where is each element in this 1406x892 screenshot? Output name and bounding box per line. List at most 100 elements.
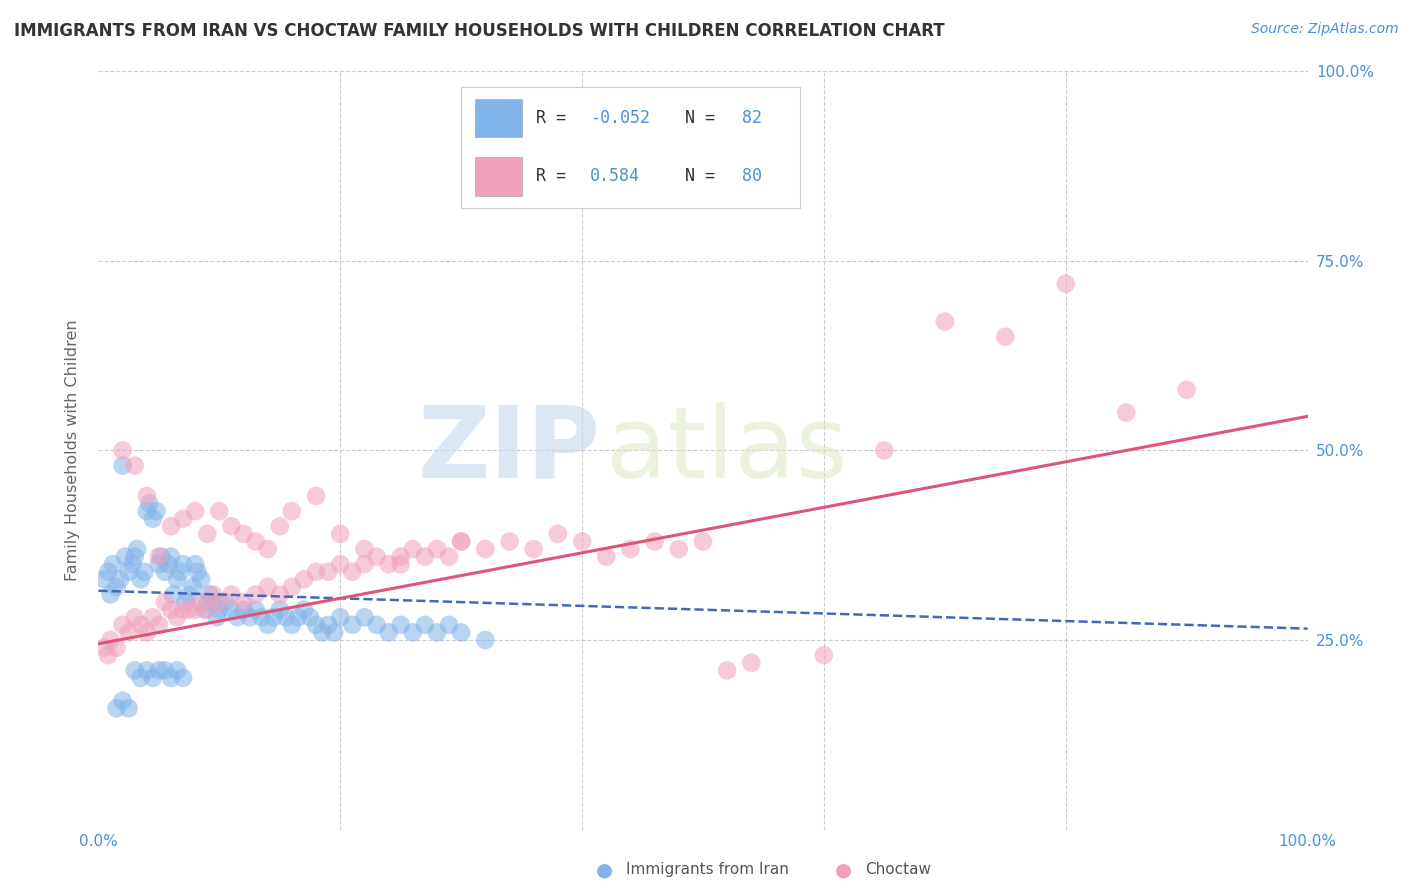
Point (166, 664, 188, 678)
Point (316, 565, 339, 579)
Point (437, 617, 460, 632)
Point (124, 610, 146, 624)
Point (93, 573, 115, 587)
Point (202, 588, 225, 602)
Point (127, 542, 149, 557)
Point (263, 610, 285, 624)
Point (118, 701, 141, 715)
Point (172, 557, 194, 572)
Point (292, 603, 315, 617)
Point (135, 664, 157, 678)
Point (166, 610, 188, 624)
Point (329, 557, 352, 572)
Point (311, 625, 333, 640)
Point (100, 633, 122, 648)
Point (595, 549, 617, 564)
Point (994, 330, 1017, 344)
Point (389, 617, 412, 632)
Point (245, 588, 267, 602)
Point (281, 617, 304, 632)
Point (205, 610, 228, 624)
Point (214, 595, 236, 609)
Point (934, 314, 956, 328)
Point (366, 549, 388, 564)
Point (269, 603, 291, 617)
Point (129, 671, 152, 685)
Point (281, 504, 304, 518)
Point (323, 625, 346, 640)
Point (111, 443, 134, 458)
Point (256, 542, 278, 557)
Point (153, 595, 176, 609)
Point (389, 557, 412, 572)
Point (184, 504, 207, 518)
Point (813, 648, 835, 662)
Point (187, 565, 209, 579)
Point (353, 542, 375, 557)
Point (619, 542, 641, 557)
Text: ●: ● (596, 860, 613, 880)
Point (377, 625, 399, 640)
Point (124, 664, 146, 678)
Point (571, 534, 593, 549)
Point (329, 610, 352, 624)
Point (195, 603, 218, 617)
Point (256, 580, 278, 594)
Point (135, 625, 157, 640)
Point (129, 573, 152, 587)
Y-axis label: Family Households with Children: Family Households with Children (65, 319, 80, 582)
Point (329, 526, 352, 541)
Point (353, 610, 375, 624)
Point (108, 573, 131, 587)
Point (208, 504, 231, 518)
Point (426, 625, 449, 640)
Point (226, 610, 249, 624)
Point (450, 534, 472, 549)
Point (181, 580, 204, 594)
Point (389, 549, 412, 564)
Point (1175, 383, 1198, 397)
Point (353, 557, 375, 572)
Point (118, 565, 141, 579)
Text: Immigrants from Iran: Immigrants from Iran (626, 863, 789, 877)
Point (160, 549, 183, 564)
Point (873, 443, 896, 458)
Point (305, 565, 328, 579)
Point (148, 664, 170, 678)
Point (174, 595, 197, 609)
Text: atlas: atlas (606, 402, 848, 499)
Point (114, 549, 136, 564)
Point (1054, 277, 1077, 291)
Point (221, 603, 243, 617)
Point (221, 519, 243, 533)
Point (474, 542, 496, 557)
Point (547, 526, 569, 541)
Point (111, 458, 134, 473)
Point (366, 617, 388, 632)
Point (221, 588, 243, 602)
Point (138, 496, 160, 510)
Point (198, 588, 221, 602)
Point (232, 526, 254, 541)
Point (153, 664, 176, 678)
Point (142, 671, 165, 685)
Point (172, 603, 194, 617)
Point (402, 542, 425, 557)
Point (105, 640, 128, 655)
Point (148, 617, 170, 632)
Point (498, 534, 520, 549)
Point (153, 565, 176, 579)
Text: Choctaw: Choctaw (865, 863, 931, 877)
Point (437, 549, 460, 564)
Point (179, 603, 201, 617)
Point (194, 603, 217, 617)
Point (232, 595, 254, 609)
Point (190, 573, 212, 587)
Point (281, 580, 304, 594)
Point (190, 595, 212, 609)
Point (740, 656, 762, 670)
Point (160, 671, 183, 685)
Point (160, 603, 183, 617)
Point (292, 573, 315, 587)
Point (195, 526, 218, 541)
